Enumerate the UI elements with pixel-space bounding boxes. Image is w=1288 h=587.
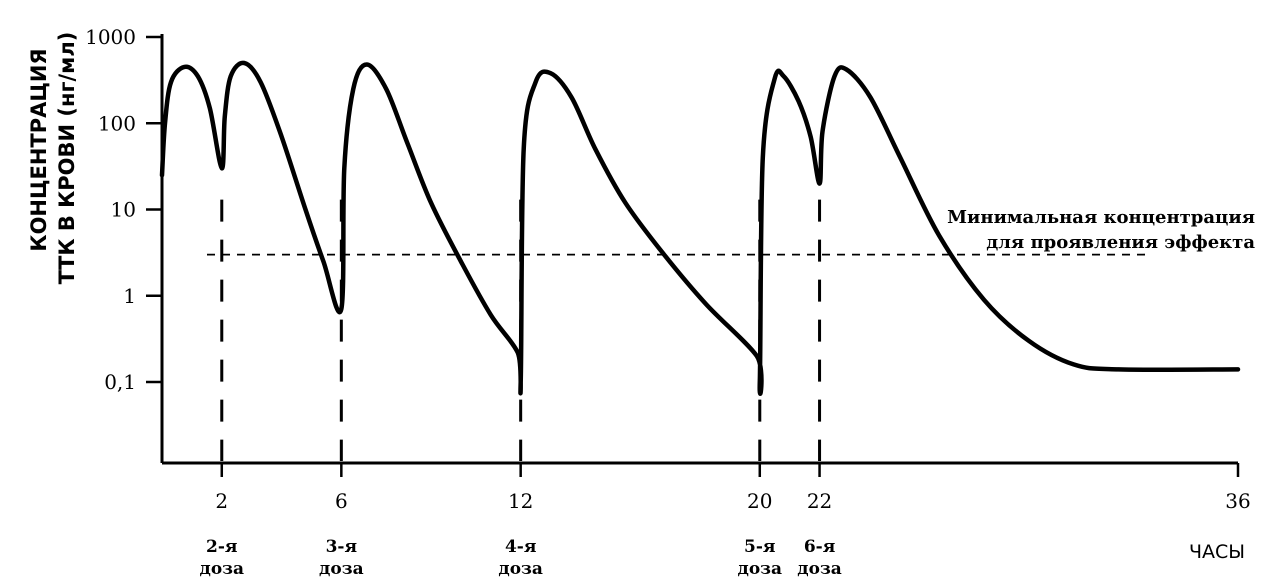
y-axis-label-line1: КОНЦЕНТРАЦИЯ — [27, 48, 51, 251]
dose-label-number: 4-я — [505, 537, 536, 557]
y-tick-label: 10 — [111, 198, 136, 222]
axes: 1000 100 10 1 0,1 2 6 12 20 22 36 — [85, 25, 1251, 513]
x-tick-label: 6 — [335, 489, 348, 513]
y-axis-label-line2: ТТК В КРОВИ (нг/мл) — [55, 32, 79, 285]
dose-label-number: 3-я — [326, 537, 357, 557]
x-tick-label: 2 — [215, 489, 228, 513]
y-tick-label: 1000 — [85, 25, 136, 49]
y-tick-label: 0,1 — [104, 370, 136, 394]
y-tick-label: 100 — [98, 111, 136, 135]
dose-label-word: доза — [498, 559, 543, 579]
dose-label-number: 5-я — [744, 537, 775, 557]
dose-label-word: доза — [200, 559, 245, 579]
dose-label-word: доза — [319, 559, 364, 579]
x-tick-label: 20 — [747, 489, 772, 513]
x-tick-label: 12 — [508, 489, 533, 513]
x-axis-label: ЧАСЫ — [1189, 541, 1245, 563]
dose-label-word: доза — [738, 559, 783, 579]
series-group — [159, 60, 1241, 396]
labels-group: КОНЦЕНТРАЦИЯ ТТК В КРОВИ (нг/мл) ЧАСЫ — [27, 32, 1245, 563]
threshold-label-line1: Минимальная концентрация — [947, 207, 1255, 228]
x-tick-label: 36 — [1225, 489, 1250, 513]
threshold-label-line2: для проявления эффекта — [986, 232, 1255, 253]
dose-label-number: 2-я — [206, 537, 237, 557]
threshold-group: Минимальная концентрация для проявления э… — [207, 207, 1255, 256]
y-tick-label: 1 — [123, 284, 136, 308]
dose-label-number: 6-я — [804, 537, 835, 557]
x-tick-label: 22 — [807, 489, 832, 513]
concentration-curve — [159, 60, 1241, 396]
dose-label-word: доза — [797, 559, 842, 579]
